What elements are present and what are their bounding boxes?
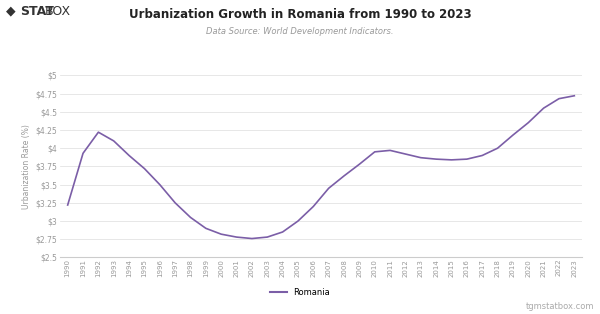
Text: ◆: ◆: [6, 5, 16, 18]
Text: Urbanization Growth in Romania from 1990 to 2023: Urbanization Growth in Romania from 1990…: [128, 8, 472, 21]
Text: BOX: BOX: [45, 5, 71, 18]
Text: STAT: STAT: [20, 5, 53, 18]
Y-axis label: Urbanization Rate (%): Urbanization Rate (%): [22, 124, 31, 209]
Text: Data Source: World Development Indicators.: Data Source: World Development Indicator…: [206, 27, 394, 36]
Legend: Romania: Romania: [266, 285, 334, 300]
Text: tgmstatbox.com: tgmstatbox.com: [526, 302, 594, 311]
